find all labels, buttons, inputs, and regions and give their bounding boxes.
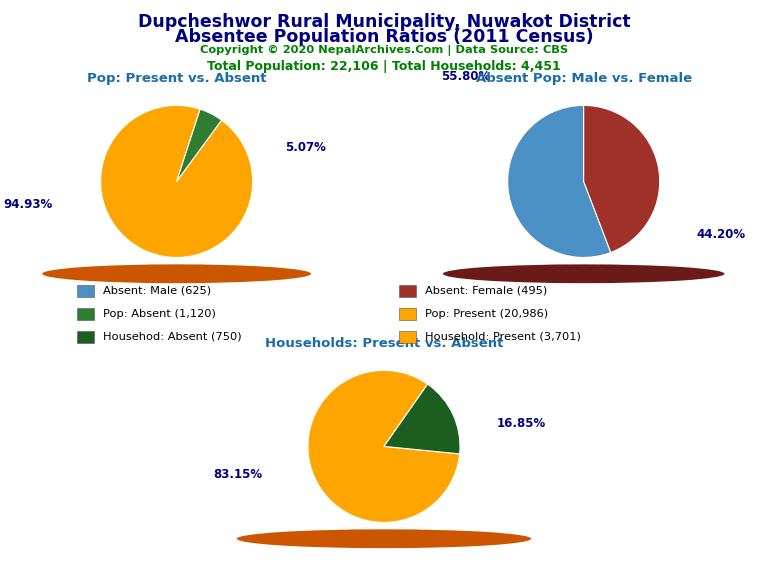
Wedge shape xyxy=(508,105,611,257)
Wedge shape xyxy=(584,105,660,252)
Wedge shape xyxy=(177,109,222,181)
Text: 94.93%: 94.93% xyxy=(4,198,53,211)
Text: Absentee Population Ratios (2011 Census): Absentee Population Ratios (2011 Census) xyxy=(174,28,594,46)
Text: 83.15%: 83.15% xyxy=(213,468,262,482)
Text: 55.80%: 55.80% xyxy=(441,70,491,84)
Text: Absent: Female (495): Absent: Female (495) xyxy=(425,286,548,296)
Title: Pop: Present vs. Absent: Pop: Present vs. Absent xyxy=(87,72,266,85)
Ellipse shape xyxy=(42,264,311,283)
Wedge shape xyxy=(384,384,460,454)
Text: Househod: Absent (750): Househod: Absent (750) xyxy=(103,332,242,342)
Wedge shape xyxy=(308,370,460,522)
Text: Pop: Absent (1,120): Pop: Absent (1,120) xyxy=(103,309,216,319)
Ellipse shape xyxy=(237,529,531,548)
Text: 16.85%: 16.85% xyxy=(496,417,545,430)
Text: Household: Present (3,701): Household: Present (3,701) xyxy=(425,332,581,342)
Text: Copyright © 2020 NepalArchives.Com | Data Source: CBS: Copyright © 2020 NepalArchives.Com | Dat… xyxy=(200,45,568,56)
Ellipse shape xyxy=(443,264,724,283)
Title: Households: Present vs. Absent: Households: Present vs. Absent xyxy=(265,337,503,350)
Text: Pop: Present (20,986): Pop: Present (20,986) xyxy=(425,309,548,319)
Title: Absent Pop: Male vs. Female: Absent Pop: Male vs. Female xyxy=(475,72,692,85)
Text: Total Population: 22,106 | Total Households: 4,451: Total Population: 22,106 | Total Househo… xyxy=(207,60,561,73)
Wedge shape xyxy=(101,105,253,257)
Text: 44.20%: 44.20% xyxy=(696,228,745,241)
Text: Dupcheshwor Rural Municipality, Nuwakot District: Dupcheshwor Rural Municipality, Nuwakot … xyxy=(137,13,631,31)
Text: 5.07%: 5.07% xyxy=(286,141,326,154)
Text: Absent: Male (625): Absent: Male (625) xyxy=(103,286,211,296)
